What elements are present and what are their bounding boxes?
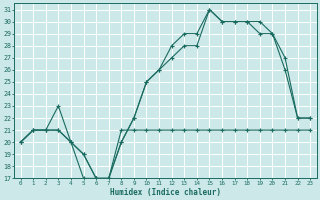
X-axis label: Humidex (Indice chaleur): Humidex (Indice chaleur) [110,188,221,197]
